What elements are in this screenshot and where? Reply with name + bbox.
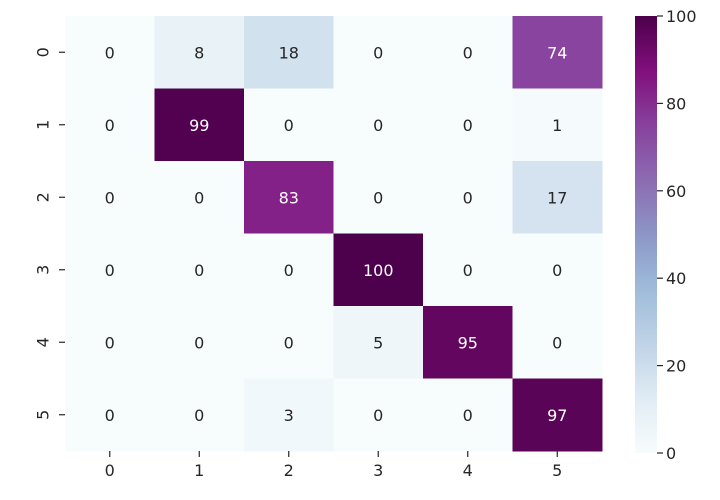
- heatmap-cell-1-4: [423, 88, 513, 162]
- cell-label-3-1: 0: [194, 261, 204, 280]
- heatmap-cell-4-3: [333, 306, 424, 379]
- cell-label-2-4: 0: [463, 188, 473, 207]
- cell-label-4-5: 0: [552, 333, 562, 352]
- heatmap-cell-0-0: [65, 16, 155, 89]
- colorbar: 0 20 40 60 80 100: [635, 7, 697, 463]
- y-tick-label-3: 3: [34, 265, 53, 275]
- heatmap-cell-2-3: [333, 161, 424, 234]
- x-tick-label-0: 0: [105, 461, 115, 480]
- cell-label-5-3: 0: [373, 406, 383, 425]
- cell-label-1-0: 0: [105, 116, 115, 135]
- cell-label-4-2: 0: [284, 333, 294, 352]
- cell-label-4-4: 95: [458, 333, 478, 352]
- x-tick-label-1: 1: [194, 461, 204, 480]
- heatmap-cell-2-5: [512, 161, 603, 234]
- heatmap-cell-5-3: [333, 378, 424, 452]
- cell-label-2-1: 0: [194, 188, 204, 207]
- colorbar-gradient: [635, 16, 657, 453]
- heatmap-cell-0-5: [512, 16, 603, 89]
- heatmap-cell-5-1: [154, 378, 245, 452]
- colorbar-tick-label-40: 40: [666, 269, 686, 288]
- heatmap-cell-3-4: [423, 233, 513, 307]
- colorbar-tick-label-60: 60: [666, 182, 686, 201]
- cell-label-3-2: 0: [284, 261, 294, 280]
- colorbar-tick-label-0: 0: [666, 444, 676, 463]
- cell-label-1-1: 99: [189, 116, 209, 135]
- heatmap-cell-4-1: [154, 306, 245, 379]
- cell-label-3-5: 0: [552, 261, 562, 280]
- heatmap-cell-2-4: [423, 161, 513, 234]
- y-axis: 0 1 2 3 4 5: [34, 47, 65, 420]
- cell-label-0-5: 74: [547, 43, 567, 62]
- heatmap-cell-3-5: [512, 233, 603, 307]
- cell-label-3-4: 0: [463, 261, 473, 280]
- cell-label-0-1: 8: [194, 43, 204, 62]
- heatmap-cell-5-2: [244, 378, 334, 452]
- colorbar-tick-label-20: 20: [666, 357, 686, 376]
- heatmap-cell-0-1: [154, 16, 245, 89]
- heatmap-cell-0-2: [244, 16, 334, 89]
- heatmap-cell-5-0: [65, 378, 155, 452]
- heatmap-cell-5-4: [423, 378, 513, 452]
- heatmap-cell-4-2: [244, 306, 334, 379]
- heatmap-cell-0-4: [423, 16, 513, 89]
- heatmap-cell-4-4: [423, 306, 513, 379]
- heatmap-cell-2-0: [65, 161, 155, 234]
- x-tick-label-2: 2: [284, 461, 294, 480]
- y-tick-label-2: 2: [34, 192, 53, 202]
- y-tick-label-4: 4: [34, 337, 53, 347]
- cell-label-1-4: 0: [463, 116, 473, 135]
- heatmap-cell-3-0: [65, 233, 155, 307]
- heatmap-cell-0-3: [333, 16, 424, 89]
- cell-label-2-0: 0: [105, 188, 115, 207]
- heatmap-cell-4-0: [65, 306, 155, 379]
- cell-label-3-3: 100: [363, 261, 394, 280]
- cell-label-5-4: 0: [463, 406, 473, 425]
- cell-label-1-3: 0: [373, 116, 383, 135]
- heatmap-cell-5-5: [512, 378, 603, 452]
- y-tick-label-1: 1: [34, 120, 53, 130]
- heatmap-cells: 0 8 18 0 0 740 99 0 0 0 10 0 83 0 0 170 0 0 100 0 00 0 0 5 95 00 0…: [65, 16, 603, 452]
- x-tick-label-5: 5: [552, 461, 562, 480]
- cell-label-0-0: 0: [105, 43, 115, 62]
- heatmap-cell-2-2: [244, 161, 334, 234]
- cell-label-3-0: 0: [105, 261, 115, 280]
- cell-label-5-2: 3: [284, 406, 294, 425]
- cell-label-4-1: 0: [194, 333, 204, 352]
- x-tick-label-3: 3: [373, 461, 383, 480]
- cell-label-5-5: 97: [547, 406, 567, 425]
- heatmap-cell-1-2: [244, 88, 334, 162]
- cell-label-2-2: 83: [279, 188, 299, 207]
- heatmap-cell-3-2: [244, 233, 334, 307]
- x-axis: 0 1 2 3 4 5: [105, 451, 562, 480]
- heatmap-cell-1-5: [512, 88, 603, 162]
- heatmap-cell-3-3: [333, 233, 424, 307]
- colorbar-tick-label-80: 80: [666, 94, 686, 113]
- cell-label-2-3: 0: [373, 188, 383, 207]
- cell-label-1-2: 0: [284, 116, 294, 135]
- y-tick-label-0: 0: [34, 47, 53, 57]
- cell-label-1-5: 1: [552, 116, 562, 135]
- cell-label-0-4: 0: [463, 43, 473, 62]
- cell-label-2-5: 17: [547, 188, 567, 207]
- y-tick-label-5: 5: [34, 410, 53, 420]
- cell-label-4-3: 5: [373, 333, 383, 352]
- heatmap-cell-4-5: [512, 306, 603, 379]
- heatmap-cell-2-1: [154, 161, 245, 234]
- heatmap-cell-1-1: [154, 88, 245, 162]
- cell-label-5-0: 0: [105, 406, 115, 425]
- colorbar-tick-label-100: 100: [666, 7, 697, 26]
- heatmap-cell-1-3: [333, 88, 424, 162]
- heatmap-cell-1-0: [65, 88, 155, 162]
- heatmap-cell-3-1: [154, 233, 245, 307]
- cell-label-0-3: 0: [373, 43, 383, 62]
- cell-label-4-0: 0: [105, 333, 115, 352]
- x-tick-label-4: 4: [463, 461, 473, 480]
- cell-label-0-2: 18: [279, 43, 299, 62]
- cell-label-5-1: 0: [194, 406, 204, 425]
